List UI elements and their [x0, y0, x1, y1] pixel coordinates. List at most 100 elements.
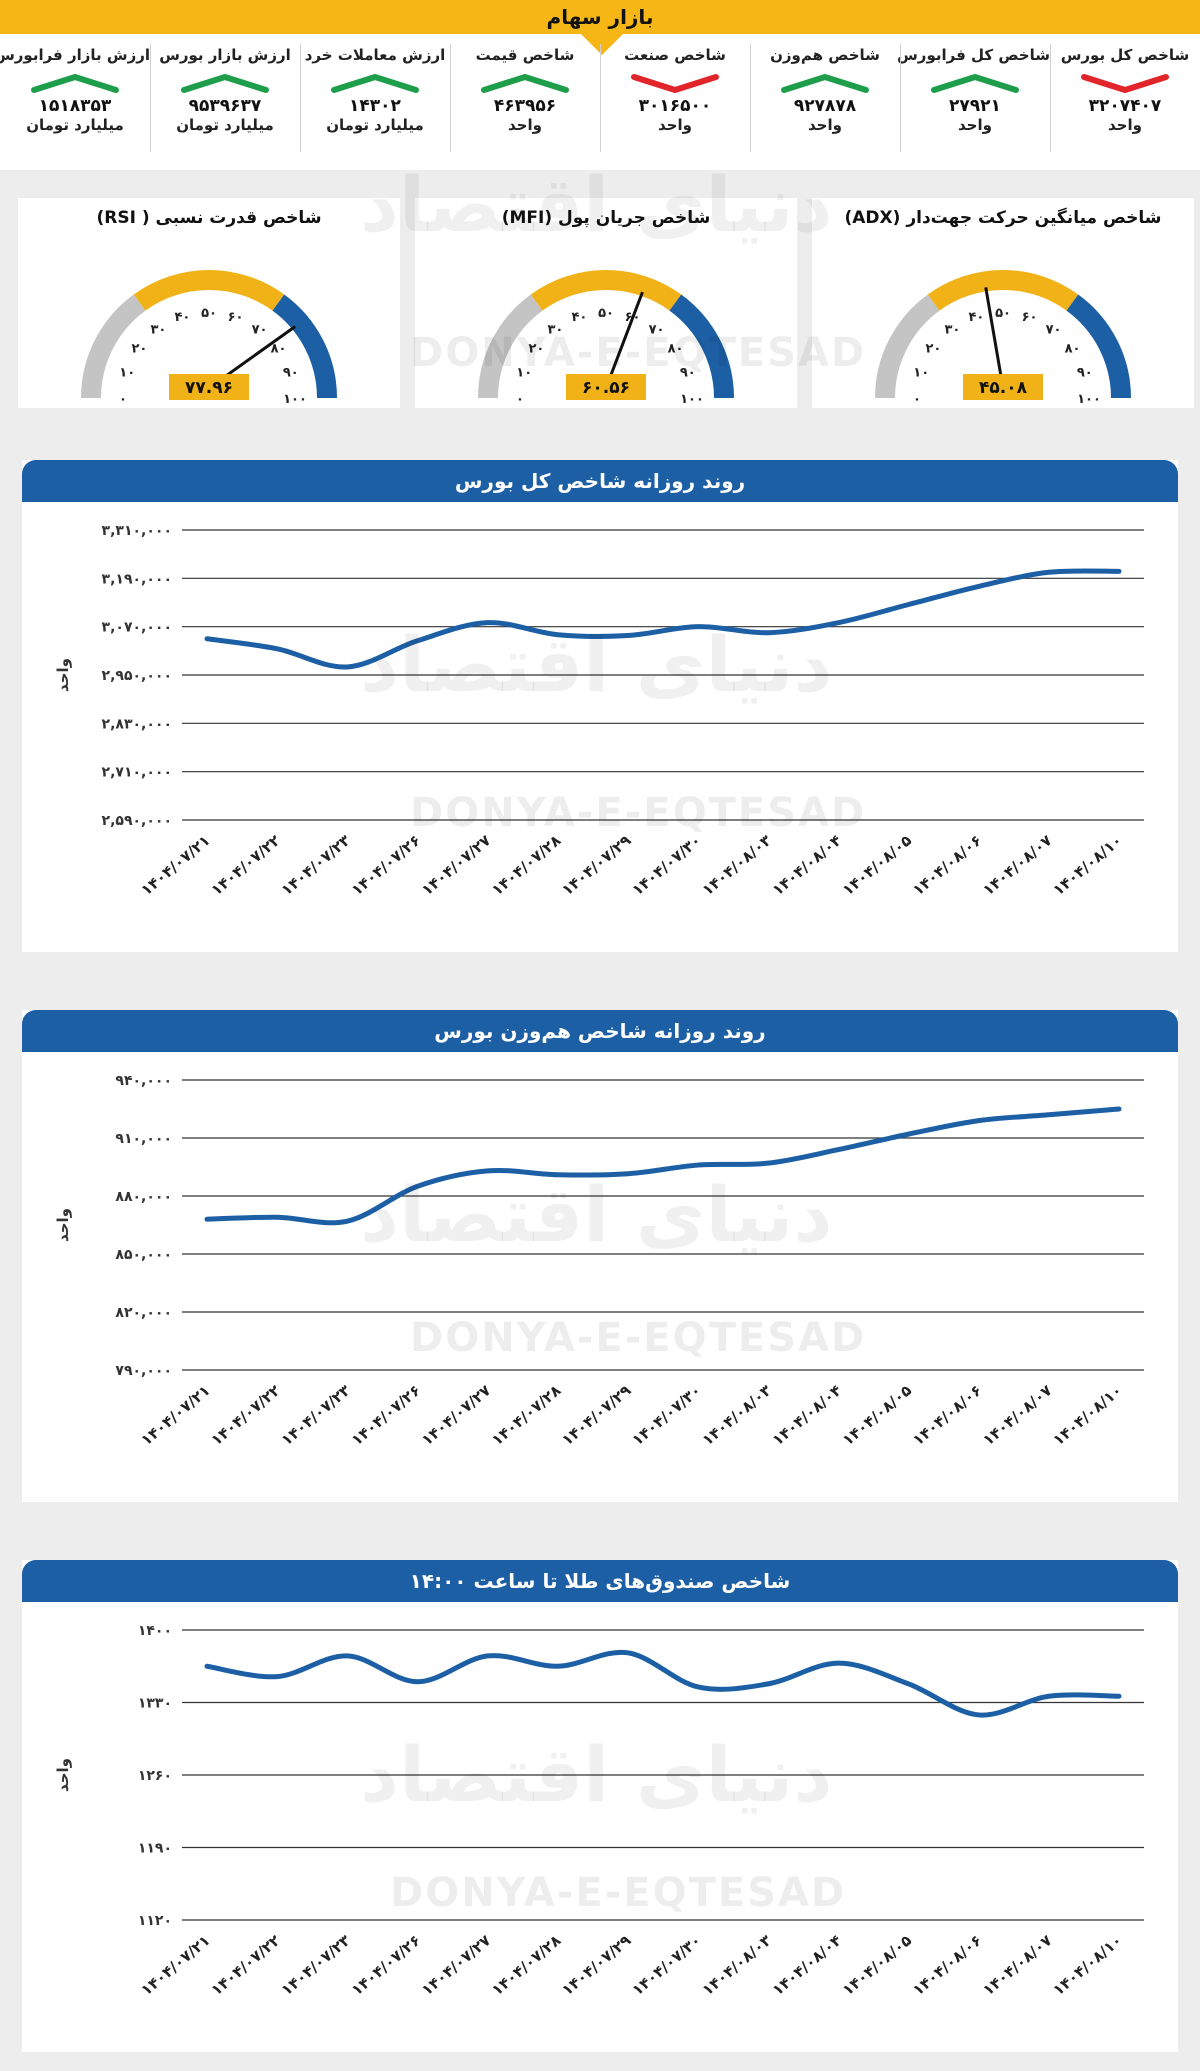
x-tick-label: ۱۴۰۴/۰۷/۳۰: [629, 831, 705, 899]
stat-unit: واحد: [508, 116, 542, 134]
gauge-tick: [701, 363, 709, 368]
section-title: بازار سهام: [546, 5, 654, 29]
gauge-tick-label: ۱۰: [913, 365, 929, 380]
stat-label: ارزش معاملات خرد: [304, 46, 446, 64]
stat-item: شاخص هم‌وزن ۹۲۷۸۷۸ واحد: [750, 46, 900, 164]
stat-value: ۱۵۱۸۳۵۳: [38, 96, 112, 116]
gauge-mfi: ۰۱۰۲۰۳۰۴۰۵۰۶۰۷۰۸۰۹۰۱۰۰۶۰.۵۶: [478, 270, 734, 407]
y-tick-label: ۳,۳۱۰,۰۰۰: [102, 523, 172, 539]
y-tick-label: ۸۸۰,۰۰۰: [115, 1189, 172, 1205]
stat-divider: [300, 44, 301, 152]
trend-up-chevron-icon: [181, 74, 269, 93]
gauge-tick-label: ۸۰: [271, 341, 287, 356]
x-tick-label: ۱۴۰۴/۰۸/۰۴: [769, 1931, 845, 1999]
stat-unit: میلیارد تومان: [326, 116, 424, 134]
x-tick-label: ۱۴۰۴/۰۷/۲۹: [558, 1381, 634, 1449]
gauge-tick-label: ۱۰: [516, 365, 532, 380]
stat-divider: [1050, 44, 1051, 152]
chart-panel-equal-weight-index: روند روزانه شاخص هم‌وزن بورس ۷۹۰,۰۰۰ ۸۲۰,…: [22, 1010, 1178, 1502]
stat-unit: واحد: [658, 116, 692, 134]
y-axis-label: واحد: [54, 1208, 72, 1242]
stat-value: ۳۰۱۶۵۰۰: [638, 96, 712, 116]
stat-item: شاخص قیمت ۴۶۳۹۵۶ واحد: [450, 46, 600, 164]
stat-label: شاخص کل فرابورس: [897, 46, 1050, 64]
gauge-title: شاخص قدرت نسبی ( RSI): [96, 208, 322, 228]
x-tick-label: ۱۴۰۴/۰۸/۰۳: [699, 1931, 775, 1999]
x-tick-label: ۱۴۰۴/۰۷/۲۹: [558, 1931, 634, 1999]
chart-panel-gold-funds: شاخص صندوق‌های طلا تا ساعت ۱۴:۰۰ ۱۱۲۰ ۱۱۹…: [22, 1560, 1178, 2052]
stat-item: شاخص کل بورس ۳۲۰۷۴۰۷ واحد: [1050, 46, 1200, 164]
gauge-tick-label: ۰: [119, 392, 127, 407]
trend-up-chevron-icon: [481, 74, 569, 93]
trend-up-chevron-icon: [331, 74, 419, 93]
gauge-tick-label: ۶۰: [1022, 310, 1038, 325]
stat-label: شاخص کل بورس: [1060, 46, 1190, 64]
trend-down-chevron-icon: [631, 74, 719, 93]
chart-title-bar: روند روزانه شاخص هم‌وزن بورس: [22, 1010, 1178, 1052]
gauge-title: شاخص میانگین حرکت جهت‌دار (ADX): [844, 208, 1162, 228]
gauge-tick-label: ۷۰: [649, 322, 665, 337]
stat-value: ۳۲۰۷۴۰۷: [1088, 96, 1162, 116]
gauge-tick-label: ۶۰: [228, 310, 244, 325]
gauge-tick-label: ۳۰: [548, 322, 564, 337]
gauge-needle: [604, 291, 644, 389]
stat-unit: واحد: [808, 116, 842, 134]
x-tick-label: ۱۴۰۴/۰۷/۲۱: [137, 1381, 213, 1449]
stat-item: شاخص کل فرابورس ۲۷۹۲۱ واحد: [897, 46, 1050, 164]
x-tick-label: ۱۴۰۴/۰۷/۲۹: [558, 831, 634, 899]
gauge-tick: [1084, 334, 1091, 340]
section-banner: بازار سهام: [0, 0, 1200, 34]
gauge-value: ۷۷.۹۶: [185, 378, 233, 398]
chart-title-bar: شاخص صندوق‌های طلا تا ساعت ۱۴:۰۰: [22, 1560, 1178, 1602]
stat-value: ۹۲۷۸۷۸: [793, 96, 857, 116]
gauge-tick-label: ۷۰: [1046, 322, 1062, 337]
x-tick-label: ۱۴۰۴/۰۷/۲۱: [137, 831, 213, 899]
gauge-tick-label: ۱۰: [119, 365, 135, 380]
gauge-tick-label: ۵۰: [598, 306, 614, 321]
x-tick-label: ۱۴۰۴/۰۷/۲۷: [418, 1931, 494, 1999]
series-line: [204, 568, 1122, 670]
x-tick-label: ۱۴۰۴/۰۷/۲۲: [208, 831, 284, 899]
gauge-tick-label: ۷۰: [252, 322, 268, 337]
gauge-tick: [121, 334, 128, 340]
banner-pointer: [580, 33, 624, 55]
gauge-tick-label: ۵۰: [201, 306, 217, 321]
trend-down-chevron-icon: [1081, 74, 1169, 93]
chart-gold-funds: ۱۱۲۰۱۱۹۰۱۲۶۰۱۳۳۰۱۴۰۰واحد۱۴۰۴/۰۷/۲۱۱۴۰۴/۰…: [54, 1623, 1144, 1999]
y-tick-label: ۷۹۰,۰۰۰: [115, 1363, 172, 1379]
y-axis-label: واحد: [54, 658, 72, 692]
x-tick-label: ۱۴۰۴/۰۷/۲۳: [278, 1381, 354, 1449]
gauge-card-rsi: شاخص قدرت نسبی ( RSI) ۰ ۱۰ ۲۰ ۳۰ ۴۰ ۵۰ ۶۰ ۷۰ ۸۰ ۹…: [18, 198, 400, 408]
gauge-card-mfi: شاخص جریان پول (MFI) ۰۱۰۲۰۳۰۴۰۵۰۶۰۷۰۸۰۹۰…: [415, 198, 797, 408]
gauge-tick: [915, 334, 922, 340]
stat-item: شاخص صنعت ۳۰۱۶۵۰۰ واحد: [600, 46, 750, 164]
x-tick-label: ۱۴۰۴/۰۸/۰۶: [909, 831, 985, 899]
gauge-tick-label: ۸۰: [668, 341, 684, 356]
gauge-value-box: [169, 374, 249, 400]
chart-panel-total-index: روند روزانه شاخص کل بورس ۲,۵۹۰,۰۰۰ ۲,۷۱۰,…: [22, 460, 1178, 952]
gauge-tick-label: ۳۰: [945, 322, 961, 337]
stat-divider: [150, 44, 151, 152]
chart-title: روند روزانه شاخص کل بورس: [454, 469, 746, 493]
gauge-tick-label: ۱۰۰: [680, 392, 704, 407]
gauge-tick: [1033, 295, 1038, 303]
x-tick-label: ۱۴۰۴/۰۷/۲۸: [488, 831, 564, 899]
x-tick-label: ۱۴۰۴/۰۷/۲۲: [208, 1931, 284, 1999]
x-tick-label: ۱۴۰۴/۰۸/۰۷: [979, 1381, 1055, 1449]
stat-unit: واحد: [958, 116, 992, 134]
stat-divider: [900, 44, 901, 152]
gauge-tick: [1098, 363, 1106, 368]
stat-label: شاخص هم‌وزن: [770, 46, 880, 64]
gauge-tick: [304, 363, 312, 368]
gauge-tick-label: ۳۰: [151, 322, 167, 337]
y-axis-label: واحد: [54, 1758, 72, 1792]
gauge-tick-label: ۱۰۰: [1077, 392, 1101, 407]
gauge-tick-label: ۲۰: [528, 341, 544, 356]
chart-title: شاخص صندوق‌های طلا تا ساعت ۱۴:۰۰: [409, 1569, 791, 1593]
y-tick-label: ۲,۷۱۰,۰۰۰: [102, 765, 172, 781]
gauge-band-grey: [81, 294, 146, 399]
x-tick-label: ۱۴۰۴/۰۷/۲۸: [488, 1931, 564, 1999]
gauge-tick-label: ۱۰۰: [283, 392, 307, 407]
x-tick-label: ۱۴۰۴/۰۷/۲۲: [208, 1381, 284, 1449]
